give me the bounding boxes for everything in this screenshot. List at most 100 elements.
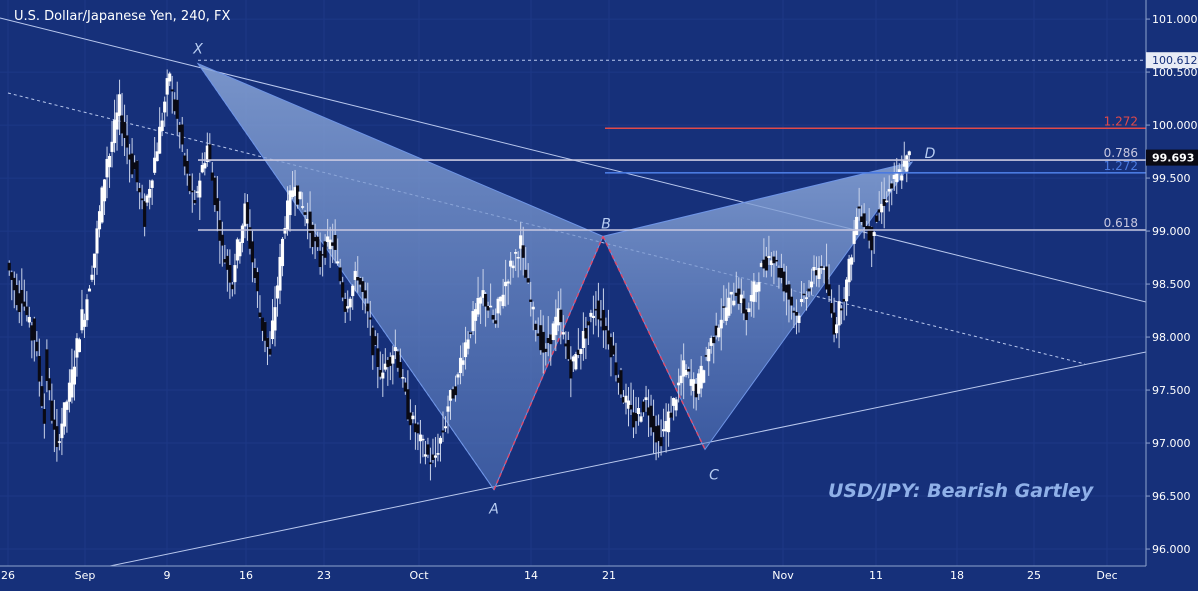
- candle-body: [807, 288, 811, 292]
- candle-body: [366, 303, 370, 312]
- candle-body: [504, 281, 508, 287]
- candle-body: [867, 226, 871, 241]
- candle-body: [145, 195, 149, 203]
- candle-body: [461, 360, 465, 365]
- y-tick-label: 98.500: [1152, 278, 1191, 291]
- candle-body: [601, 309, 605, 331]
- candle-body: [830, 303, 834, 314]
- candle-body: [596, 300, 600, 320]
- candle-body: [408, 412, 412, 426]
- candle-body: [762, 259, 766, 269]
- price-tag-label: 99.693: [1152, 152, 1194, 165]
- candle-body: [30, 325, 34, 341]
- pattern-point-label: D: [925, 146, 936, 162]
- candle-body: [872, 232, 876, 237]
- candle-body: [243, 203, 247, 227]
- candle-body: [233, 265, 237, 283]
- candle-body: [682, 360, 686, 377]
- candle-body: [476, 297, 480, 315]
- candle-body: [150, 180, 154, 188]
- candle-body: [423, 454, 427, 457]
- candle-body: [777, 267, 781, 278]
- candle-body: [767, 256, 771, 259]
- candle-body: [804, 297, 809, 299]
- candle-body: [479, 297, 483, 304]
- trendline-dashed: [7, 92, 1086, 365]
- candle-body: [140, 198, 144, 201]
- candle-body: [667, 411, 671, 433]
- candle-body: [724, 307, 728, 321]
- candle-body: [77, 339, 82, 353]
- candle-body: [719, 319, 723, 329]
- candle-body: [694, 383, 698, 398]
- candle-body: [702, 370, 706, 383]
- candle-body: [636, 408, 641, 415]
- candle-body: [727, 297, 731, 316]
- candle-body: [391, 355, 395, 364]
- y-tick-label: 101.000: [1152, 13, 1198, 26]
- candle-body: [208, 144, 212, 161]
- candle-body: [626, 400, 631, 409]
- candle-body: [499, 296, 503, 302]
- candle-body: [341, 282, 345, 298]
- candle-body: [732, 300, 736, 306]
- candle-body: [80, 309, 84, 331]
- candle-body: [22, 301, 26, 307]
- candle-body: [280, 238, 285, 267]
- candle-body: [827, 284, 831, 296]
- fib-label: 1.272: [1104, 114, 1138, 128]
- candle-body: [288, 190, 292, 216]
- candle-body: [178, 124, 182, 133]
- y-tick-label: 96.500: [1152, 490, 1191, 503]
- candle-body: [238, 241, 242, 257]
- candle-body: [609, 337, 613, 358]
- candle-body: [514, 252, 518, 254]
- axes: 26 Sep 9 16 23 Oct 14 21 Nov 11 18 25 Dec 101.000 100.…: [1, 13, 1198, 582]
- candle-body: [606, 330, 610, 345]
- candle-body: [82, 319, 87, 327]
- candle-body: [135, 160, 139, 183]
- candle-body: [248, 227, 252, 249]
- candle-body: [128, 154, 132, 160]
- candle-body: [516, 256, 520, 259]
- chart-title: U.S. Dollar/Japanese Yen, 240, FX: [14, 9, 231, 24]
- candle-body: [662, 429, 666, 432]
- candle-body: [438, 437, 443, 444]
- candle-body: [744, 309, 748, 321]
- price-tag: [1146, 52, 1198, 69]
- candle-body: [672, 398, 676, 406]
- candle-body: [814, 270, 819, 276]
- bc-leg: [602, 236, 706, 450]
- candle-body: [72, 366, 76, 385]
- candle-body: [471, 311, 475, 332]
- candle-body: [351, 285, 355, 297]
- candle-body: [529, 299, 533, 302]
- candle-body: [326, 236, 330, 243]
- candle-body: [699, 365, 703, 389]
- candle-body: [496, 298, 500, 314]
- y-tick-label: 98.000: [1152, 331, 1191, 344]
- candle-body: [338, 267, 342, 282]
- candle-body: [333, 235, 337, 250]
- candle-body: [769, 260, 773, 266]
- candle-body: [466, 339, 470, 349]
- fib-label: 0.618: [1104, 216, 1138, 230]
- candle-body: [659, 437, 663, 447]
- pattern-point-label: B: [601, 216, 611, 232]
- candle-body: [263, 321, 267, 341]
- candle-body: [799, 299, 804, 302]
- candle-body: [223, 259, 227, 263]
- candle-body: [484, 293, 488, 307]
- candle-body: [559, 309, 563, 323]
- candle-body: [190, 190, 194, 193]
- candle-body: [576, 349, 580, 355]
- fib-label: 0.786: [1104, 146, 1138, 160]
- candle-body: [509, 260, 513, 267]
- candle-body: [709, 337, 713, 346]
- candle-body: [534, 323, 538, 330]
- candle-body: [611, 345, 616, 355]
- candle-body: [657, 425, 661, 442]
- candle-body: [717, 327, 721, 338]
- candle-body: [734, 292, 738, 296]
